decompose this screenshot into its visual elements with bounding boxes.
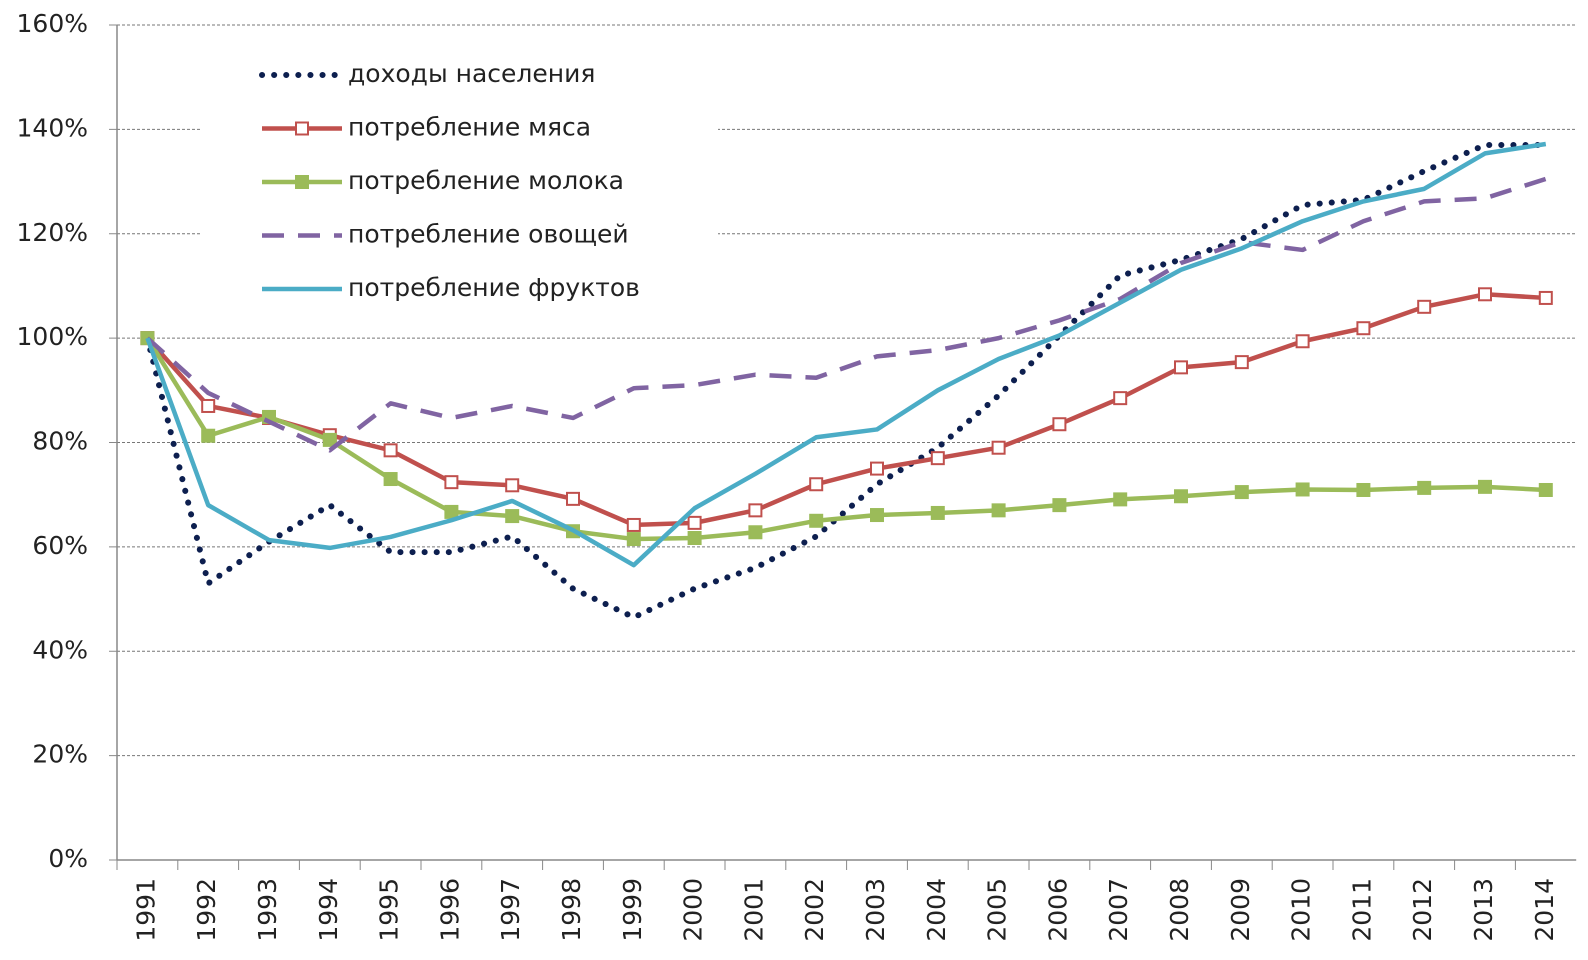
marker [1356,482,1371,497]
legend-marker [295,121,309,136]
marker [505,478,520,493]
x-tick-label: 1992 [192,878,221,942]
y-tick-label: 20% [32,740,88,769]
marker [687,515,702,530]
marker [1356,321,1371,336]
marker [870,508,884,523]
marker [626,517,641,532]
marker [444,475,459,490]
x-tick-label: 2005 [983,878,1012,942]
marker [322,432,337,447]
marker [1417,299,1432,314]
x-tick-label: 2009 [1226,878,1255,942]
legend-label: потребление фруктов [348,273,640,302]
marker [201,398,216,413]
marker [1417,480,1432,495]
x-tick-label: 2000 [679,878,708,942]
marker [1478,287,1492,302]
marker [626,532,641,547]
series-line [145,336,1546,542]
marker [991,440,1006,455]
marker [1052,417,1067,432]
y-tick-label: 120% [17,218,88,247]
x-tick-label: 2010 [1287,878,1316,942]
marker [1538,482,1553,497]
x-tick-label: 2011 [1347,878,1376,942]
y-tick-label: 160% [17,9,88,38]
marker [383,443,398,458]
legend-label: потребление молока [348,166,624,195]
x-tick-label: 1994 [314,878,343,942]
x-tick-label: 1995 [375,878,404,942]
x-tick-label: 1999 [618,878,647,942]
marker [1295,334,1310,349]
x-tick-label: 2007 [1104,878,1133,942]
x-tick-label: 2003 [861,878,890,942]
marker [505,509,520,524]
y-tick-label: 60% [32,531,88,560]
marker [748,503,763,518]
y-tick-label: 40% [32,635,88,664]
marker [1478,479,1492,494]
x-tick-label: 1993 [253,878,282,942]
marker [1113,391,1128,406]
marker [1052,498,1067,513]
legend-label: потребление мяса [348,113,591,142]
marker [809,513,824,528]
x-tick-label: 2001 [739,878,768,942]
x-tick-label: 2004 [922,878,951,942]
marker [1174,489,1188,504]
marker [444,504,459,519]
y-tick-label: 140% [17,113,88,142]
marker [930,451,945,466]
x-tick-label: 2013 [1469,878,1498,942]
legend: доходы населения потребление мяса потребле… [200,50,718,312]
marker [201,428,216,443]
marker [1295,482,1310,497]
series-line [145,292,1546,528]
marker [1174,360,1188,375]
legend-label: доходы населения [348,59,595,88]
marker [1113,492,1128,507]
marker [809,477,824,492]
y-tick-label: 0% [48,844,88,873]
marker [930,505,945,520]
x-tick-label: 2002 [800,878,829,942]
x-tick-label: 2006 [1043,878,1072,942]
y-tick-label: 100% [17,322,88,351]
x-tick-label: 2012 [1408,878,1437,942]
marker [1538,290,1553,305]
marker [1234,485,1249,500]
marker [1234,355,1249,370]
legend-label: потребление овощей [348,220,629,249]
x-tick-label: 2014 [1530,878,1559,942]
x-tick-label: 2008 [1165,878,1194,942]
x-tick-label: 1998 [557,878,586,942]
x-tick-label: 1991 [131,878,160,942]
marker [870,461,884,476]
legend-marker [295,175,309,189]
marker [991,503,1006,518]
series-line [145,141,1547,568]
x-tick-label: 1996 [435,878,464,942]
series-line [144,142,1549,621]
x-tick-label: 1997 [496,878,525,942]
marker [566,491,580,506]
marker [383,472,398,487]
series-line [145,176,1547,453]
marker [687,531,702,546]
marker [748,525,763,540]
y-tick-label: 80% [32,427,88,456]
